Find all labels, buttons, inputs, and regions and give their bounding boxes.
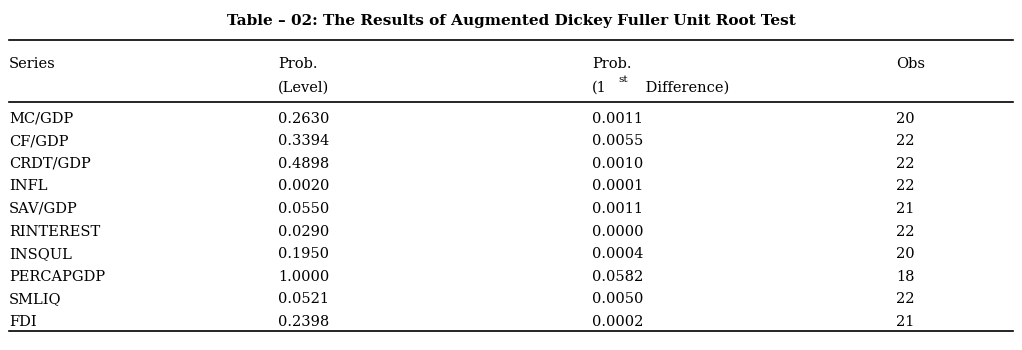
Text: 1.0000: 1.0000 bbox=[278, 270, 329, 284]
Text: 20: 20 bbox=[896, 112, 915, 126]
Text: 0.0010: 0.0010 bbox=[592, 157, 643, 171]
Text: Obs: Obs bbox=[896, 57, 925, 71]
Text: CRDT/GDP: CRDT/GDP bbox=[9, 157, 91, 171]
Text: 0.0020: 0.0020 bbox=[278, 180, 329, 194]
Text: 0.0011: 0.0011 bbox=[592, 202, 643, 216]
Text: (1: (1 bbox=[592, 81, 607, 95]
Text: 0.2398: 0.2398 bbox=[278, 315, 329, 329]
Text: 0.0001: 0.0001 bbox=[592, 180, 643, 194]
Text: 0.4898: 0.4898 bbox=[278, 157, 329, 171]
Text: 0.1950: 0.1950 bbox=[278, 247, 329, 261]
Text: Series: Series bbox=[9, 57, 56, 71]
Text: 0.0004: 0.0004 bbox=[592, 247, 644, 261]
Text: 0.0055: 0.0055 bbox=[592, 134, 643, 148]
Text: INFL: INFL bbox=[9, 180, 48, 194]
Text: PERCAPGDP: PERCAPGDP bbox=[9, 270, 105, 284]
Text: Prob.: Prob. bbox=[592, 57, 632, 71]
Text: Table – 02: The Results of Augmented Dickey Fuller Unit Root Test: Table – 02: The Results of Augmented Dic… bbox=[227, 14, 795, 28]
Text: 22: 22 bbox=[896, 134, 915, 148]
Text: MC/GDP: MC/GDP bbox=[9, 112, 74, 126]
Text: INSQUL: INSQUL bbox=[9, 247, 73, 261]
Text: 22: 22 bbox=[896, 225, 915, 239]
Text: SMLIQ: SMLIQ bbox=[9, 292, 62, 306]
Text: (Level): (Level) bbox=[278, 81, 329, 95]
Text: 0.3394: 0.3394 bbox=[278, 134, 329, 148]
Text: st: st bbox=[618, 75, 629, 84]
Text: FDI: FDI bbox=[9, 315, 37, 329]
Text: 20: 20 bbox=[896, 247, 915, 261]
Text: 0.0050: 0.0050 bbox=[592, 292, 644, 306]
Text: 22: 22 bbox=[896, 180, 915, 194]
Text: Difference): Difference) bbox=[641, 81, 729, 95]
Text: 0.0582: 0.0582 bbox=[592, 270, 643, 284]
Text: 21: 21 bbox=[896, 315, 915, 329]
Text: 0.0011: 0.0011 bbox=[592, 112, 643, 126]
Text: 18: 18 bbox=[896, 270, 915, 284]
Text: 0.0290: 0.0290 bbox=[278, 225, 329, 239]
Text: 0.0000: 0.0000 bbox=[592, 225, 644, 239]
Text: CF/GDP: CF/GDP bbox=[9, 134, 68, 148]
Text: RINTEREST: RINTEREST bbox=[9, 225, 100, 239]
Text: 21: 21 bbox=[896, 202, 915, 216]
Text: 22: 22 bbox=[896, 157, 915, 171]
Text: SAV/GDP: SAV/GDP bbox=[9, 202, 78, 216]
Text: 0.2630: 0.2630 bbox=[278, 112, 329, 126]
Text: 0.0002: 0.0002 bbox=[592, 315, 644, 329]
Text: 22: 22 bbox=[896, 292, 915, 306]
Text: Prob.: Prob. bbox=[278, 57, 318, 71]
Text: 0.0550: 0.0550 bbox=[278, 202, 329, 216]
Text: 0.0521: 0.0521 bbox=[278, 292, 329, 306]
